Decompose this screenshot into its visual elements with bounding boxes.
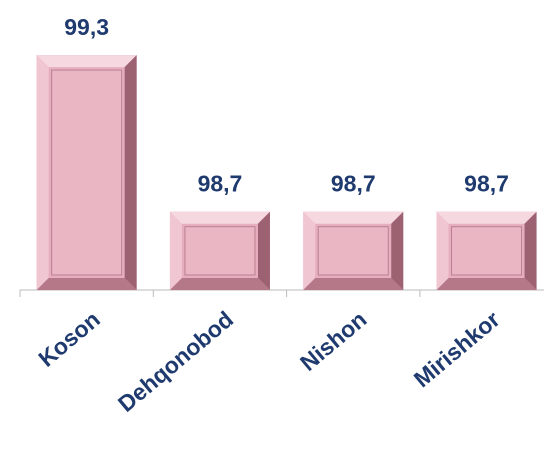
bar-bevel: [36, 55, 49, 290]
value-label: 98,7: [464, 171, 509, 197]
x-tick-label: Koson: [33, 306, 105, 372]
value-label: 98,7: [331, 171, 376, 197]
bar-bevel: [36, 55, 137, 68]
bar-bevel: [169, 211, 182, 290]
bar-bevel: [303, 211, 404, 224]
value-label: 98,7: [198, 171, 243, 197]
bar-bevel: [391, 211, 404, 290]
bar-bevel: [169, 211, 270, 224]
bar-bevel: [303, 211, 316, 290]
x-tick-label: Mirishkor: [409, 306, 505, 392]
bar-bevel: [257, 211, 270, 290]
bar-bevel: [436, 211, 537, 224]
bar-face: [317, 226, 389, 276]
bar-bevel: [436, 278, 537, 290]
bar-bevel: [124, 55, 137, 290]
bar-bevel: [169, 278, 270, 290]
bar-face: [451, 226, 523, 276]
value-label: 99,3: [64, 14, 109, 40]
x-tick-label: Dehqonobod: [113, 306, 238, 417]
bar-face: [184, 226, 256, 276]
bar-bevel: [524, 211, 537, 290]
bar-face: [51, 69, 123, 276]
bar-bevel: [36, 278, 137, 290]
x-tick-label: Nishon: [295, 306, 371, 376]
bar-bevel: [436, 211, 449, 290]
bar-bevel: [303, 278, 404, 290]
